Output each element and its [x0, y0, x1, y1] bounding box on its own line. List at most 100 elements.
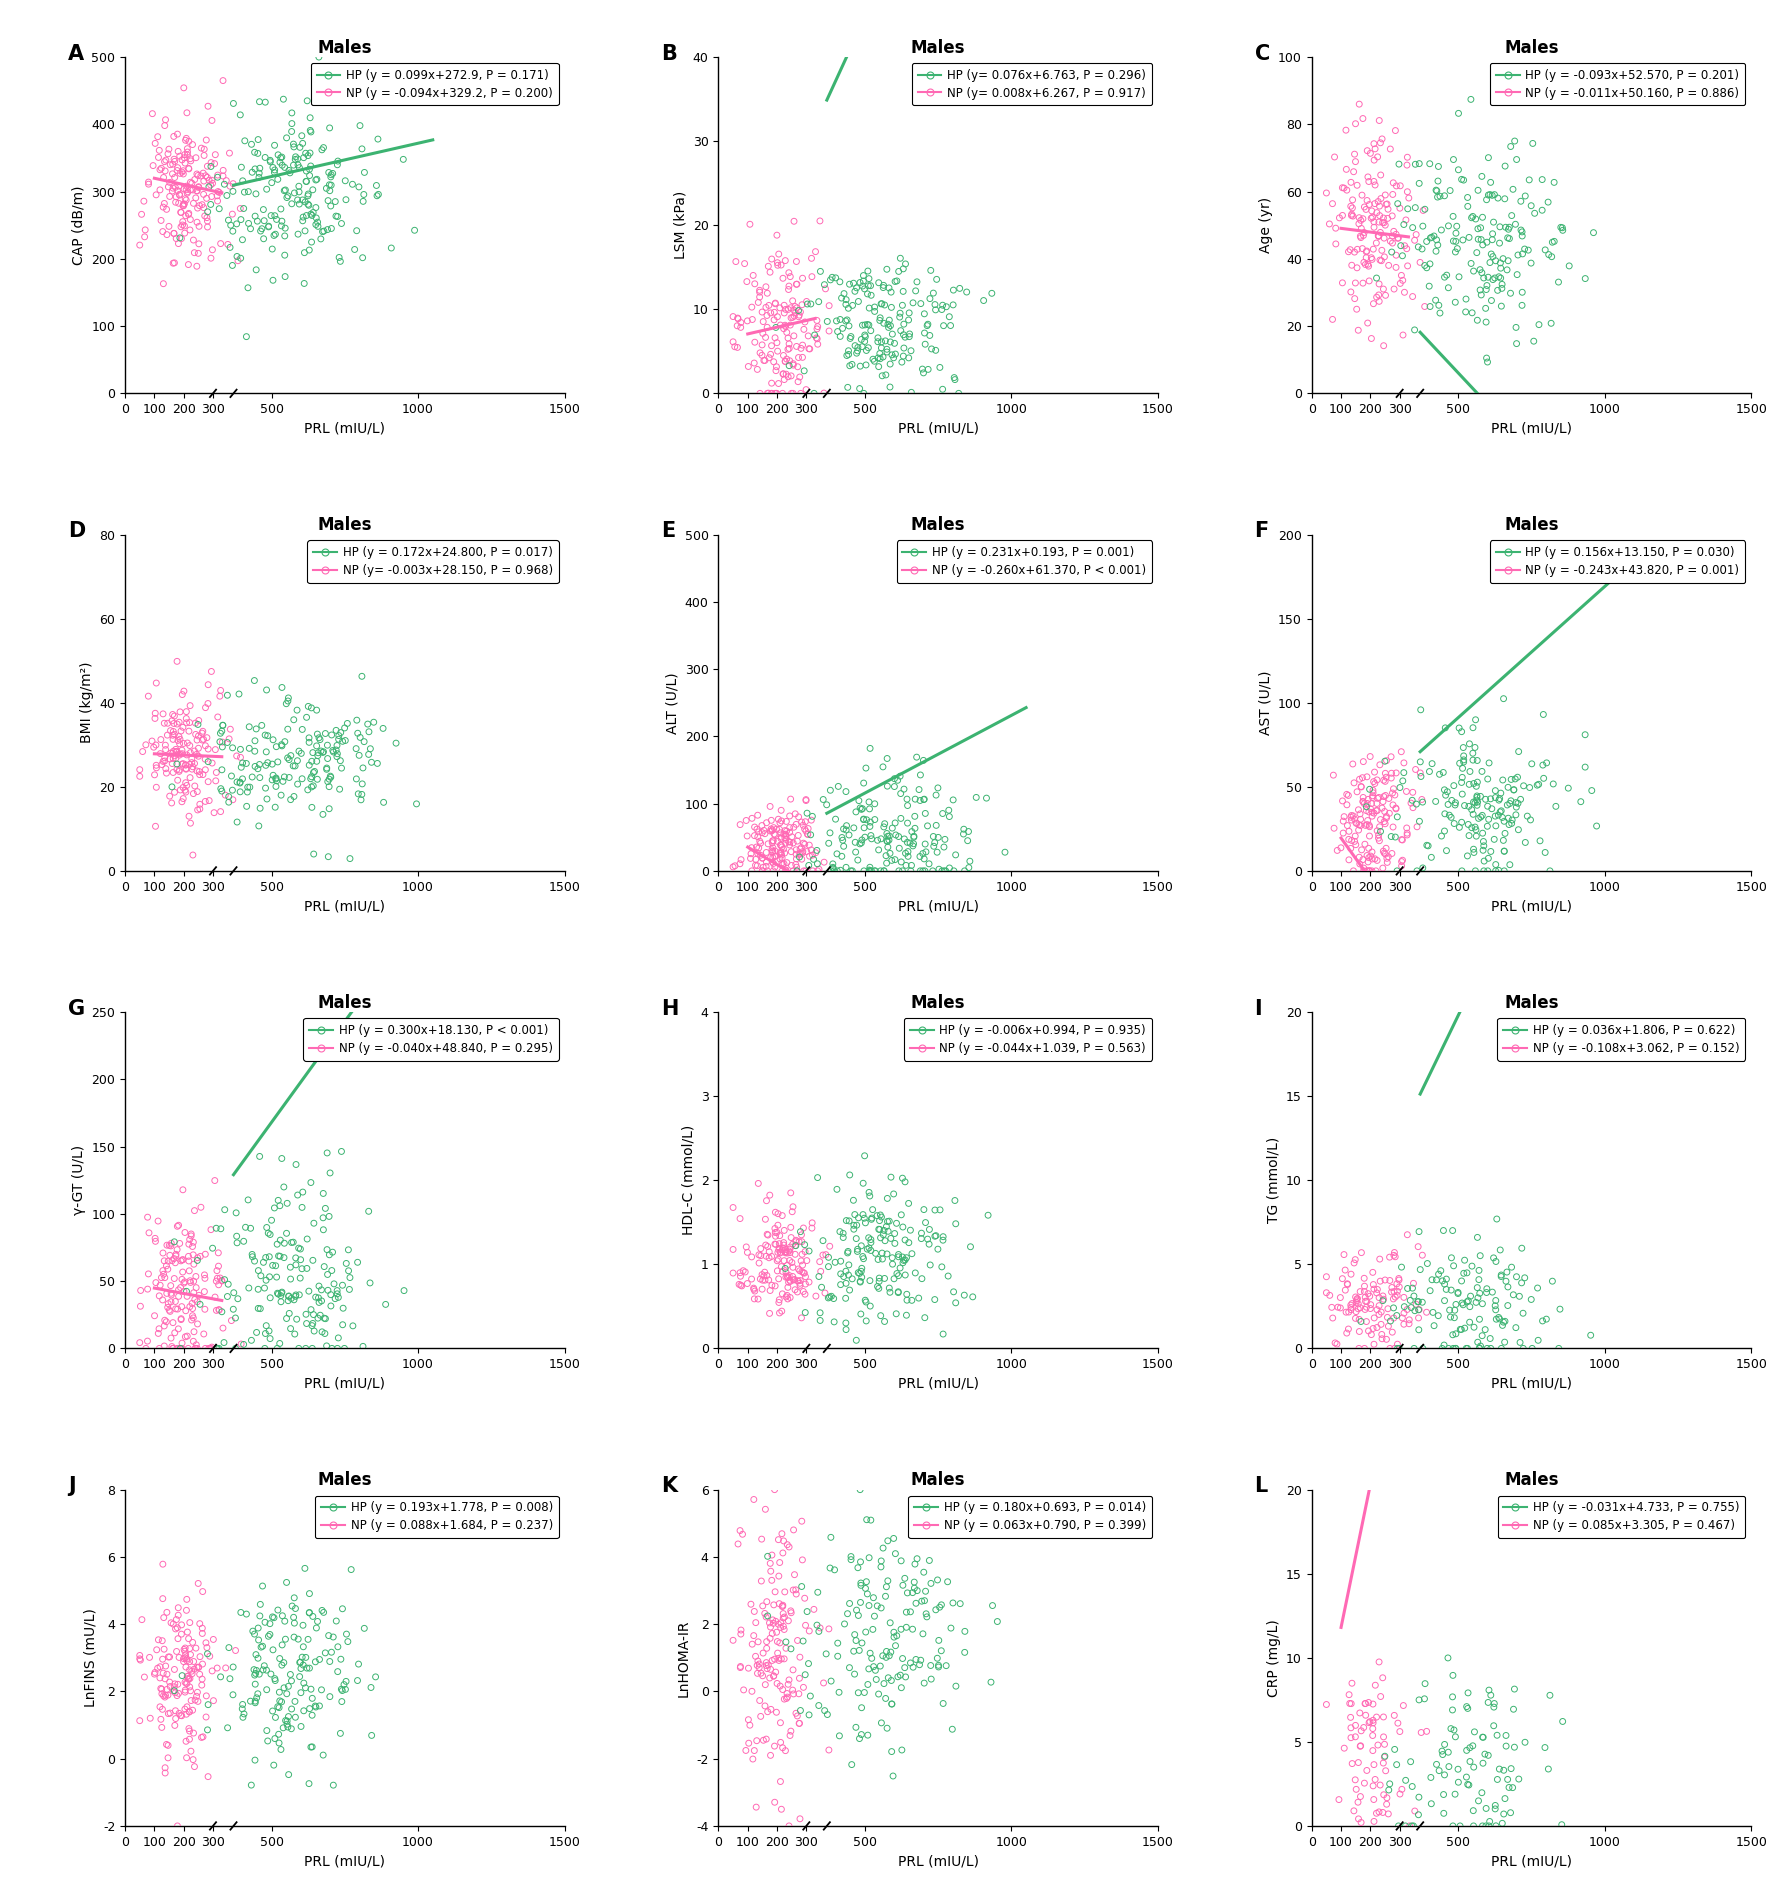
Point	[309, 1598, 338, 1628]
Point	[348, 133, 377, 164]
Point	[159, 122, 188, 152]
Point	[323, 1657, 352, 1687]
Point	[876, 1206, 904, 1236]
Point	[742, 1725, 770, 1756]
Point	[770, 365, 799, 396]
Point	[876, 371, 904, 401]
Point	[856, 812, 885, 843]
Point	[786, 1255, 815, 1286]
Point	[154, 171, 182, 202]
Point	[1405, 1303, 1433, 1333]
Point	[172, 696, 200, 727]
Point	[198, 234, 227, 264]
Point	[273, 183, 302, 213]
Point	[727, 1619, 756, 1649]
Point	[1390, 1811, 1419, 1841]
Point	[784, 367, 813, 398]
Point	[831, 1609, 860, 1640]
Point	[1387, 230, 1415, 261]
Point	[1365, 268, 1394, 299]
Point	[854, 1223, 883, 1253]
Point	[1347, 223, 1376, 253]
Point	[733, 1232, 761, 1263]
Point	[250, 224, 279, 255]
Point	[858, 1615, 886, 1645]
Point	[1340, 822, 1369, 852]
Point	[736, 209, 765, 240]
Point	[143, 1206, 172, 1236]
Point	[920, 831, 949, 862]
Point	[797, 1213, 826, 1244]
Point	[751, 818, 779, 848]
Point	[752, 1653, 781, 1683]
Point	[922, 335, 951, 365]
Point	[1337, 833, 1365, 864]
Point	[272, 1706, 300, 1737]
Point	[1501, 1312, 1530, 1343]
Point	[911, 329, 940, 359]
Point	[752, 1647, 781, 1678]
Point	[779, 856, 808, 886]
Point	[838, 1263, 867, 1293]
Point	[168, 1244, 197, 1274]
Point	[1369, 1780, 1397, 1811]
Point	[847, 1567, 876, 1598]
Point	[170, 190, 198, 221]
Point	[770, 816, 799, 846]
Point	[1451, 297, 1480, 327]
Point	[776, 346, 804, 377]
Point	[879, 1179, 908, 1210]
Point	[298, 1601, 327, 1632]
Point	[770, 314, 799, 344]
Point	[188, 1613, 216, 1643]
Point	[929, 1221, 958, 1252]
Point	[852, 1504, 881, 1535]
Point	[239, 666, 268, 696]
Point	[1346, 1316, 1374, 1347]
Point	[1346, 765, 1374, 795]
Point	[865, 1679, 894, 1710]
Point	[902, 266, 931, 297]
Point	[277, 108, 306, 139]
Point	[772, 1735, 801, 1765]
Point	[1480, 1710, 1508, 1740]
Point	[313, 1234, 341, 1265]
Point	[150, 1310, 179, 1341]
Point	[786, 333, 815, 363]
Point	[273, 1712, 302, 1742]
Point	[754, 1601, 783, 1632]
Point	[754, 1231, 783, 1261]
Point	[241, 154, 270, 184]
Point	[770, 245, 799, 276]
Point	[779, 1261, 808, 1291]
Point	[977, 1666, 1006, 1697]
Point	[1440, 1721, 1469, 1752]
Point	[315, 1274, 343, 1305]
Point	[164, 1333, 193, 1364]
Point	[745, 825, 774, 856]
Point	[164, 740, 193, 770]
Point	[1328, 268, 1356, 299]
Point	[284, 188, 313, 219]
Point	[851, 1678, 879, 1708]
Point	[170, 728, 198, 759]
Point	[886, 1660, 915, 1691]
Point	[295, 723, 323, 753]
Point	[175, 1246, 204, 1276]
Point	[206, 1662, 234, 1693]
Point	[813, 1698, 842, 1729]
Point	[245, 763, 273, 793]
Point	[141, 772, 170, 803]
Point	[1362, 1765, 1390, 1795]
Point	[763, 302, 792, 333]
Point	[851, 812, 879, 843]
Point	[207, 776, 236, 806]
Point	[289, 238, 318, 268]
Point	[768, 1200, 797, 1231]
Point	[268, 1649, 297, 1679]
Point	[933, 1567, 961, 1598]
Point	[1381, 171, 1410, 202]
Point	[772, 1626, 801, 1657]
Point	[870, 325, 899, 356]
Point	[772, 1261, 801, 1291]
